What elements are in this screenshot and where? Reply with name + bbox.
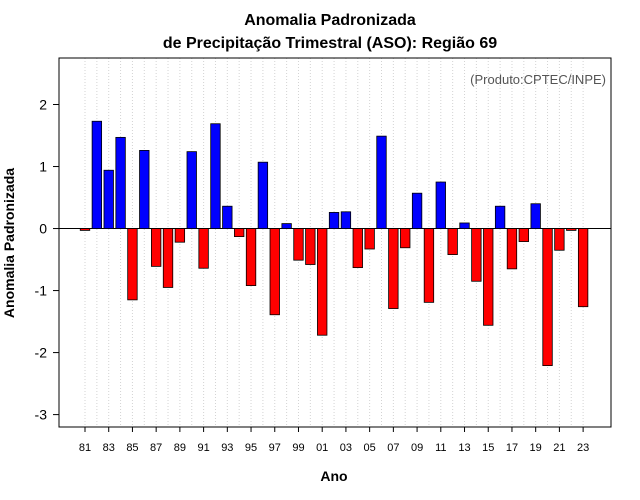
- x-axis-label: Ano: [320, 468, 347, 484]
- bar-2023: [577, 228, 589, 308]
- x-axis: 81 83 85 87 89 91 93 95 97 99 01 03 05 07 09 11 13 15 17 19…: [79, 427, 589, 454]
- bar-1984: [115, 136, 126, 229]
- bar-1999: [293, 228, 304, 261]
- x-tick-label: 97: [269, 442, 281, 454]
- bar-1997: [269, 228, 280, 316]
- bar-1998: [281, 223, 292, 229]
- bar-1990: [186, 151, 197, 229]
- bar-1992: [210, 123, 221, 229]
- y-axis-label: Anomalia Padronizada: [1, 168, 17, 318]
- bar-1996: [257, 161, 269, 229]
- plot-frame: [58, 57, 612, 428]
- x-tick-label: 01: [316, 442, 328, 454]
- bar-1985: [127, 228, 138, 301]
- bar-1986: [139, 150, 150, 229]
- bar-2013: [459, 222, 470, 229]
- bar-1981: [79, 228, 91, 231]
- y-tick-label: -1: [35, 283, 48, 299]
- bar-1987: [151, 228, 162, 267]
- bar-2015: [483, 228, 494, 326]
- bar-2004: [352, 228, 363, 269]
- x-tick-label: 99: [292, 442, 304, 454]
- x-tick-label: 07: [387, 442, 399, 454]
- bar-2009: [411, 192, 423, 229]
- bar-2003: [340, 211, 352, 229]
- x-tick-label: 11: [435, 442, 446, 454]
- x-tick-label: 17: [506, 442, 518, 454]
- x-tick-label: 89: [174, 442, 186, 454]
- credit-label: (Produto:CPTEC/INPE): [470, 72, 606, 87]
- y-axis: -3 -2 -1 0 1 2: [35, 97, 59, 423]
- chart-title: Anomalia Padronizada: [244, 12, 416, 29]
- x-tick-label: 05: [364, 442, 376, 454]
- bar-1991: [198, 228, 209, 269]
- bar-2005: [364, 228, 375, 250]
- bar-2002: [328, 212, 340, 229]
- bar-2022: [566, 228, 577, 231]
- x-tick-label: 81: [79, 442, 91, 454]
- x-tick-label: 93: [221, 442, 233, 454]
- bar-2016: [494, 205, 506, 229]
- bar-2006: [376, 135, 387, 229]
- bar-2011: [435, 181, 446, 229]
- y-tick-label: -3: [35, 407, 48, 423]
- x-tick-label: 95: [245, 442, 257, 454]
- bar-1993: [222, 205, 233, 229]
- bar-2001: [317, 228, 328, 336]
- x-tick-label: 83: [103, 442, 115, 454]
- x-tick-label: 85: [126, 442, 138, 454]
- bar-2018: [518, 228, 529, 242]
- bar-1982: [91, 120, 103, 229]
- bar-1994: [234, 228, 245, 238]
- bar-2012: [447, 228, 458, 255]
- bar-2021: [554, 228, 565, 251]
- y-tick-label: 1: [39, 159, 47, 175]
- x-tick-label: 09: [411, 442, 423, 454]
- y-tick-label: -2: [35, 345, 48, 361]
- x-tick-label: 15: [482, 442, 494, 454]
- x-tick-label: 91: [197, 442, 209, 454]
- bar-2007: [388, 228, 399, 309]
- x-tick-label: 19: [530, 442, 542, 454]
- x-tick-label: 21: [553, 442, 565, 454]
- bar-1988: [162, 228, 174, 288]
- x-tick-label: 13: [458, 442, 470, 454]
- bar-1989: [174, 228, 186, 243]
- bar-1995: [245, 228, 257, 287]
- bars: [79, 120, 589, 367]
- bar-2010: [423, 228, 435, 303]
- bar-1983: [103, 169, 114, 229]
- y-tick-label: 2: [39, 97, 47, 113]
- bar-2014: [471, 228, 482, 282]
- bar-2019: [530, 203, 541, 229]
- x-tick-label: 23: [577, 442, 589, 454]
- y-tick-label: 0: [39, 221, 47, 237]
- bar-2020: [542, 228, 553, 367]
- bar-2008: [400, 228, 411, 249]
- x-tick-label: 87: [150, 442, 162, 454]
- x-tick-label: 03: [340, 442, 352, 454]
- bar-2000: [305, 228, 316, 265]
- chart-subtitle: de Precipitação Trimestral (ASO): Região…: [163, 35, 497, 52]
- bar-2017: [506, 228, 518, 270]
